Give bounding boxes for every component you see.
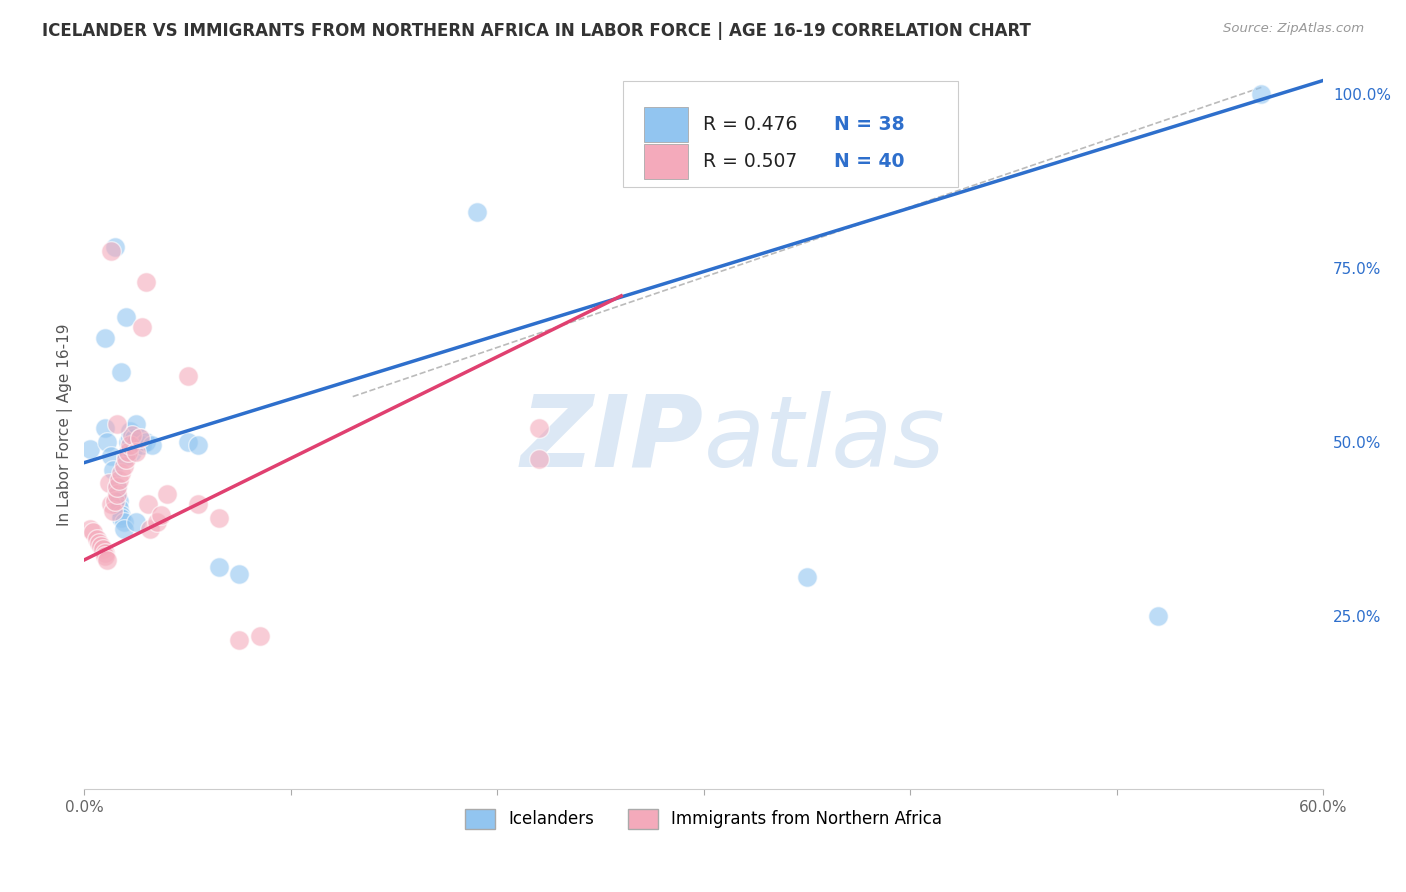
Point (118, 431, 141, 445)
Point (527, 452, 550, 467)
Point (103, 504, 125, 518)
Point (228, 632, 250, 647)
Point (228, 566, 250, 581)
Point (110, 466, 132, 480)
Point (90, 539, 112, 553)
Point (131, 438, 153, 452)
Point (110, 508, 132, 522)
Point (79, 522, 101, 536)
Point (187, 497, 209, 511)
Point (122, 431, 145, 445)
Point (108, 500, 131, 515)
Text: N = 38: N = 38 (834, 115, 904, 134)
Point (105, 417, 128, 432)
Point (94, 546, 117, 560)
Point (527, 421, 550, 435)
Point (86, 532, 108, 546)
Point (91, 542, 114, 557)
Point (117, 434, 139, 449)
Point (114, 310, 136, 324)
Point (135, 434, 157, 449)
Point (96, 553, 118, 567)
Point (105, 491, 128, 505)
Point (207, 559, 229, 574)
Legend: Icelanders, Immigrants from Northern Africa: Icelanders, Immigrants from Northern Afr… (458, 802, 949, 836)
Text: ZIP: ZIP (520, 391, 704, 488)
FancyBboxPatch shape (623, 81, 957, 187)
Point (98, 476, 121, 491)
Text: R = 0.476: R = 0.476 (703, 115, 797, 134)
Text: Source: ZipAtlas.com: Source: ZipAtlas.com (1223, 22, 1364, 36)
Point (129, 431, 152, 445)
FancyBboxPatch shape (644, 145, 688, 179)
Point (112, 459, 135, 474)
Point (176, 434, 198, 449)
Point (136, 497, 159, 511)
Point (465, 205, 488, 219)
Point (149, 508, 172, 522)
Point (129, 431, 152, 445)
Point (207, 511, 229, 525)
Text: ICELANDER VS IMMIGRANTS FROM NORTHERN AFRICA IN LABOR FORCE | AGE 16-19 CORRELAT: ICELANDER VS IMMIGRANTS FROM NORTHERN AF… (42, 22, 1031, 40)
Point (118, 438, 141, 452)
Point (108, 493, 131, 508)
Point (125, 445, 148, 459)
Point (100, 244, 122, 258)
Point (94, 330, 117, 344)
Point (139, 522, 162, 536)
Point (1250, 87, 1272, 102)
FancyBboxPatch shape (644, 107, 688, 142)
Point (104, 240, 127, 254)
Point (110, 365, 132, 379)
Point (104, 493, 127, 508)
Point (796, 570, 818, 584)
Point (103, 462, 125, 476)
Point (145, 515, 167, 529)
Point (135, 275, 157, 289)
Point (156, 487, 179, 501)
Point (79, 442, 101, 456)
Point (105, 480, 128, 494)
Point (110, 511, 132, 525)
Point (105, 480, 128, 494)
Point (118, 425, 141, 439)
Point (249, 629, 271, 643)
Point (112, 522, 135, 536)
Point (1147, 608, 1170, 623)
Point (117, 445, 139, 459)
Text: N = 40: N = 40 (834, 153, 904, 171)
Point (125, 515, 148, 529)
Point (176, 368, 198, 383)
Point (94, 549, 117, 564)
Point (121, 445, 143, 459)
Point (108, 473, 131, 487)
Point (125, 434, 148, 449)
Point (87, 535, 110, 549)
Point (100, 449, 122, 463)
Text: R = 0.507: R = 0.507 (703, 153, 797, 171)
Point (100, 497, 122, 511)
Point (82, 525, 104, 540)
Point (112, 515, 135, 529)
Text: atlas: atlas (704, 391, 945, 488)
Point (105, 487, 128, 501)
Point (96, 434, 118, 449)
Point (131, 320, 153, 334)
Y-axis label: In Labor Force | Age 16-19: In Labor Force | Age 16-19 (58, 323, 73, 525)
Point (94, 421, 117, 435)
Point (141, 438, 163, 452)
Point (121, 427, 143, 442)
Point (187, 438, 209, 452)
Point (125, 417, 148, 432)
Point (114, 449, 136, 463)
Point (114, 452, 136, 467)
